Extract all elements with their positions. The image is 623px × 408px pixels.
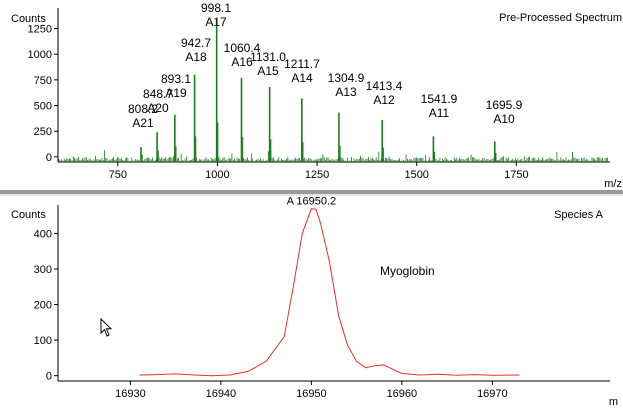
top-y-axis-label: Counts <box>11 13 46 25</box>
top-x-tick-label: 1000 <box>205 169 229 181</box>
bottom-x-tick-label: 16970 <box>477 388 508 400</box>
peak-ion-label: A19 <box>165 86 187 100</box>
peak-ion-label: A21 <box>132 116 154 130</box>
peak-mz-label: 1304.9 <box>328 71 365 85</box>
bottom-y-tick-label: 100 <box>34 335 52 347</box>
peak-mz-label: 1060.4 <box>224 41 261 55</box>
peak-mz-label: 1131.0 <box>250 50 286 64</box>
peak-mz-label: 998.1 <box>201 1 231 15</box>
bottom-chart-title: Species A <box>554 209 604 221</box>
top-chart-title: Pre-Processed Spectrum <box>499 12 622 24</box>
protein-name-annotation: Myoglobin <box>380 264 435 278</box>
peak-mz-label: 1413.4 <box>366 79 403 93</box>
peak-mz-label: 942.7 <box>181 36 211 50</box>
bottom-x-tick-label: 16930 <box>115 388 146 400</box>
bottom-x-axis-label: m <box>609 396 618 408</box>
top-x-tick-label: 1250 <box>305 169 329 181</box>
peak-ion-label: A15 <box>257 64 279 78</box>
peak-ion-label: A20 <box>147 101 169 115</box>
bottom-y-tick-label: 300 <box>34 264 52 276</box>
preprocessed-spectrum-panel: Pre-Processed Spectrum Counts m/z 0 250 50… <box>11 1 622 190</box>
top-x-axis-label: m/z <box>604 178 622 190</box>
bottom-x-ticks: 16930 16940 16950 16960 16970 <box>115 381 508 400</box>
peak-ion-label: A13 <box>335 85 357 99</box>
top-y-tick-label: 0 <box>46 152 52 164</box>
peak-ion-label: A17 <box>205 15 227 29</box>
peak-ion-label: A16 <box>231 55 253 69</box>
top-peaks <box>140 19 497 162</box>
peak-mz-label: 1211.7 <box>284 57 320 71</box>
top-x-ticks: 750 1000 1250 1500 1750 <box>109 162 529 181</box>
bottom-y-tick-label: 400 <box>34 228 52 240</box>
peak-mz-label: 1695.9 <box>486 98 523 112</box>
bottom-x-tick-label: 16960 <box>387 388 418 400</box>
peak-ion-label: A18 <box>185 50 207 64</box>
peak-mz-label: 1541.9 <box>421 92 458 106</box>
top-y-ticks: 0 250 500 750 1000 1250 <box>28 24 58 164</box>
bottom-y-ticks: 0 100 200 300 400 <box>34 228 58 383</box>
peak-mz-label: 893.1 <box>161 72 191 86</box>
top-y-tick-label: 1250 <box>28 24 52 36</box>
top-x-tick-label: 1750 <box>504 169 528 181</box>
species-a-profile-line <box>139 208 520 377</box>
pane-divider-highlight <box>0 194 623 196</box>
top-y-tick-label: 1000 <box>28 49 52 61</box>
top-y-tick-label: 250 <box>34 126 52 138</box>
peak-ion-label: A14 <box>291 71 313 85</box>
bottom-y-tick-label: 200 <box>34 300 52 312</box>
peak-ion-label: A12 <box>373 93 395 107</box>
pane-divider[interactable] <box>0 190 623 194</box>
top-x-tick-label: 750 <box>109 169 127 181</box>
bottom-y-tick-label: 0 <box>46 371 52 383</box>
peak-mz-label: 808.2 <box>128 102 158 116</box>
top-x-tick-label: 1500 <box>404 169 428 181</box>
bottom-x-tick-label: 16940 <box>206 388 237 400</box>
species-a-peak-label: A 16950.2 <box>287 196 337 208</box>
peak-ion-label: A10 <box>493 112 515 126</box>
mouse-pointer-icon <box>100 318 112 337</box>
peak-mz-label: 848.7 <box>143 87 173 101</box>
top-y-tick-label: 750 <box>34 75 52 87</box>
peak-ion-label: A11 <box>429 106 450 120</box>
top-y-tick-label: 500 <box>34 101 52 113</box>
bottom-x-tick-label: 16950 <box>296 388 327 400</box>
bottom-y-axis-label: Counts <box>11 209 46 221</box>
